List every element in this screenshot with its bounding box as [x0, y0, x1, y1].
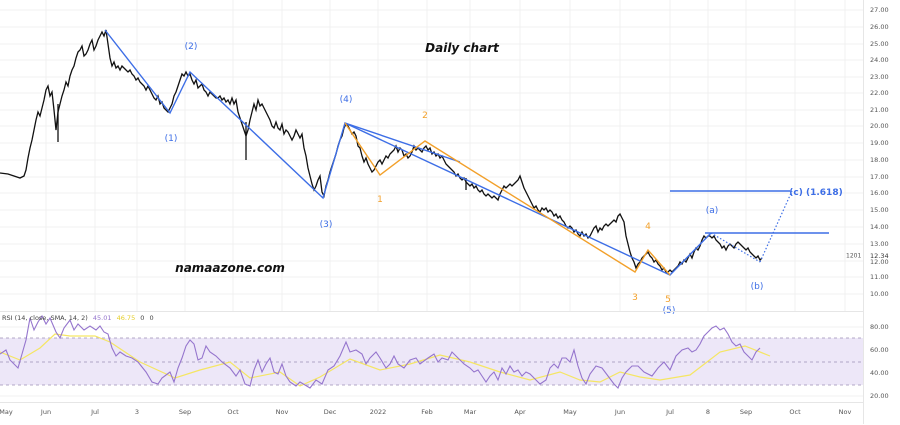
time-tick: May — [0, 408, 13, 416]
price-tick: 11.00 — [870, 273, 889, 281]
wave-label-3: (3) — [319, 220, 333, 230]
projection-lines — [710, 190, 793, 263]
time-tick: Jul — [666, 408, 674, 416]
rsi-tick: 60.00 — [870, 346, 889, 354]
time-axis[interactable] — [0, 402, 863, 425]
wave-label-a: (a) — [705, 206, 719, 216]
time-tick: Dec — [323, 408, 337, 416]
price-tick: 13.00 — [870, 240, 889, 248]
subwave-label-2: 2 — [422, 111, 428, 121]
time-tick: Oct — [789, 408, 801, 416]
chart-title: Daily chart — [425, 41, 499, 55]
rsi-ma-value: 46.75 — [116, 314, 136, 322]
price-tick: 10.00 — [870, 290, 889, 298]
price-tick: 25.00 — [870, 40, 889, 48]
rsi-ma-line — [0, 333, 771, 387]
grid-lines — [0, 0, 863, 311]
wave-label-c-target: (c) (1.618) — [789, 188, 843, 198]
last-value-label: 1201 — [846, 252, 862, 260]
wave-label-b: (b) — [750, 282, 764, 292]
time-tick: Oct — [227, 408, 239, 416]
time-tick: Feb — [421, 408, 433, 416]
subwave-label-3: 3 — [632, 293, 638, 303]
pane-separator[interactable] — [0, 311, 900, 312]
price-tick: 26.00 — [870, 23, 889, 31]
rsi-band — [0, 338, 863, 385]
price-tick: 22.00 — [870, 89, 889, 97]
price-axis[interactable]: 27.00 26.00 25.00 24.00 23.00 22.00 21.0… — [863, 0, 900, 424]
time-tick: 2022 — [369, 408, 387, 416]
time-tick: Apr — [514, 408, 526, 416]
price-tick: 12.00 — [870, 258, 889, 266]
price-tick: 16.00 — [870, 189, 889, 197]
current-price-label: 12.34 — [870, 252, 889, 260]
rsi-tick: 20.00 — [870, 392, 889, 400]
time-tick: Sep — [739, 408, 753, 416]
wave-label-1: (1) — [164, 134, 178, 144]
time-tick: Jun — [614, 408, 626, 416]
price-tick: 23.00 — [870, 73, 889, 81]
price-tick: 14.00 — [870, 223, 889, 231]
price-tick: 27.00 — [870, 6, 889, 14]
time-tick: 8 — [705, 408, 711, 416]
price-tick: 19.00 — [870, 139, 889, 147]
wave-label-4: (4) — [339, 95, 353, 105]
rsi-tick: 80.00 — [870, 323, 889, 331]
time-tick: Jun — [40, 408, 52, 416]
price-chart-canvas[interactable] — [0, 0, 863, 311]
sub-wave-lines — [344, 122, 671, 276]
time-tick: 3 — [134, 408, 140, 416]
subwave-label-5: 5 — [665, 295, 671, 305]
rsi-legend-title: RSI (14, close, SMA, 14, 2) — [2, 314, 88, 322]
rsi-value: 45.01 — [92, 314, 112, 322]
subwave-label-4: 4 — [645, 222, 651, 232]
price-tick: 21.00 — [870, 106, 889, 114]
time-tick: Jul — [91, 408, 99, 416]
time-tick: May — [563, 408, 577, 416]
price-tick: 24.00 — [870, 56, 889, 64]
price-tick: 18.00 — [870, 156, 889, 164]
price-tick: 20.00 — [870, 122, 889, 130]
time-tick: Mar — [463, 408, 477, 416]
price-tick: 15.00 — [870, 206, 889, 214]
time-tick: Sep — [178, 408, 192, 416]
time-tick: Nov — [838, 408, 852, 416]
time-tick: Nov — [275, 408, 289, 416]
rsi-extra-2: 0 — [149, 314, 154, 322]
price-tick: 17.00 — [870, 173, 889, 181]
wave-label-2: (2) — [184, 42, 198, 52]
rsi-legend: RSI (14, close, SMA, 14, 2) 45.01 46.75 … — [2, 314, 157, 322]
rsi-tick: 40.00 — [870, 369, 889, 377]
price-candles — [0, 29, 763, 273]
rsi-pane[interactable]: RSI (14, close, SMA, 14, 2) 45.01 46.75 … — [0, 312, 863, 402]
watermark: namaazone.com — [175, 261, 285, 275]
rsi-chart-canvas[interactable] — [0, 312, 863, 402]
subwave-label-1: 1 — [377, 195, 383, 205]
rsi-line — [0, 314, 761, 389]
rsi-extra-1: 0 — [140, 314, 145, 322]
